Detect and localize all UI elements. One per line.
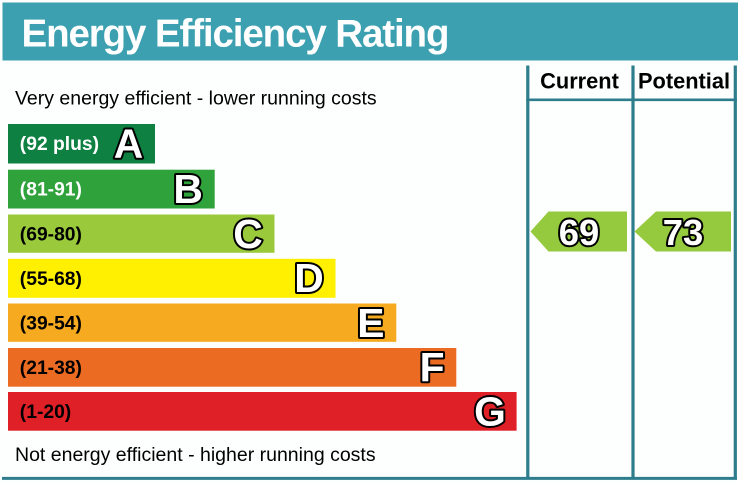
svg-text:Very energy efficient - lower: Very energy efficient - lower running co… (15, 88, 377, 110)
svg-text:F: F (420, 344, 445, 390)
svg-text:(55-68): (55-68) (20, 269, 82, 290)
svg-text:C: C (233, 211, 262, 257)
svg-text:B: B (173, 166, 202, 212)
svg-text:73: 73 (663, 212, 703, 253)
svg-text:D: D (294, 255, 323, 301)
svg-text:69: 69 (559, 212, 599, 253)
svg-text:(39-54): (39-54) (20, 314, 82, 335)
svg-text:(81-91): (81-91) (20, 180, 82, 201)
svg-text:Energy Efficiency Rating: Energy Efficiency Rating (22, 13, 450, 56)
svg-text:Current: Current (540, 68, 619, 93)
svg-text:(92 plus): (92 plus) (20, 134, 99, 155)
svg-text:(1-20): (1-20) (20, 402, 71, 423)
svg-text:(69-80): (69-80) (20, 225, 82, 246)
svg-text:G: G (474, 388, 506, 434)
svg-text:Not energy efficient - higher: Not energy efficient - higher running co… (15, 444, 376, 466)
svg-text:E: E (357, 300, 384, 346)
svg-text:A: A (114, 120, 143, 166)
svg-text:(21-38): (21-38) (20, 358, 82, 379)
svg-text:Potential: Potential (638, 68, 730, 93)
